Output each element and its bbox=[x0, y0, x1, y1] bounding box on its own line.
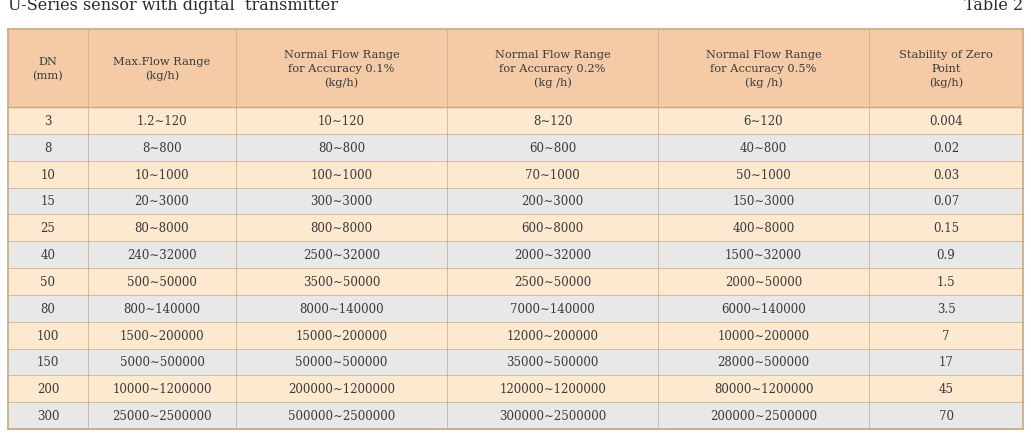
Text: 1.2∼120: 1.2∼120 bbox=[137, 115, 188, 128]
Bar bbox=[8, 268, 1023, 295]
Text: 300000∼2500000: 300000∼2500000 bbox=[499, 409, 606, 422]
Text: 300: 300 bbox=[37, 409, 59, 422]
Text: 3500∼50000: 3500∼50000 bbox=[303, 275, 380, 288]
Text: 6000∼140000: 6000∼140000 bbox=[721, 302, 806, 315]
Bar bbox=[8, 30, 1023, 108]
Text: 50000∼500000: 50000∼500000 bbox=[296, 355, 388, 368]
Text: 5000∼500000: 5000∼500000 bbox=[120, 355, 204, 368]
Text: 15000∼200000: 15000∼200000 bbox=[296, 329, 388, 342]
Bar bbox=[8, 402, 1023, 429]
Text: 70: 70 bbox=[938, 409, 954, 422]
Text: Normal Flow Range
for Accuracy 0.2%
(kg /h): Normal Flow Range for Accuracy 0.2% (kg … bbox=[495, 50, 610, 88]
Text: 120000∼1200000: 120000∼1200000 bbox=[499, 382, 606, 395]
Text: 3: 3 bbox=[44, 115, 52, 128]
Text: 70∼1000: 70∼1000 bbox=[525, 168, 580, 181]
Text: U-Series sensor with digital  transmitter: U-Series sensor with digital transmitter bbox=[8, 0, 338, 13]
Text: 6∼120: 6∼120 bbox=[743, 115, 784, 128]
Text: 240∼32000: 240∼32000 bbox=[127, 249, 197, 261]
Text: 2500∼50000: 2500∼50000 bbox=[513, 275, 591, 288]
Bar bbox=[8, 215, 1023, 242]
Text: 200000∼2500000: 200000∼2500000 bbox=[710, 409, 818, 422]
Text: 200: 200 bbox=[37, 382, 59, 395]
Text: 150∼3000: 150∼3000 bbox=[732, 195, 795, 208]
Text: Normal Flow Range
for Accuracy 0.1%
(kg/h): Normal Flow Range for Accuracy 0.1% (kg/… bbox=[284, 50, 399, 88]
Bar bbox=[8, 242, 1023, 268]
Text: 80: 80 bbox=[40, 302, 56, 315]
Text: 10∼1000: 10∼1000 bbox=[135, 168, 190, 181]
Text: 10∼120: 10∼120 bbox=[319, 115, 365, 128]
Text: 40: 40 bbox=[40, 249, 56, 261]
Text: 20∼3000: 20∼3000 bbox=[135, 195, 190, 208]
Bar bbox=[8, 188, 1023, 215]
Text: 25: 25 bbox=[40, 222, 56, 235]
Text: 300∼3000: 300∼3000 bbox=[310, 195, 373, 208]
Bar bbox=[8, 322, 1023, 349]
Text: 35000∼500000: 35000∼500000 bbox=[506, 355, 599, 368]
Text: 2000∼32000: 2000∼32000 bbox=[514, 249, 591, 261]
Text: 10000∼200000: 10000∼200000 bbox=[718, 329, 809, 342]
Text: 500000∼2500000: 500000∼2500000 bbox=[288, 409, 395, 422]
Text: 800∼8000: 800∼8000 bbox=[310, 222, 372, 235]
Text: 3.5: 3.5 bbox=[936, 302, 956, 315]
Text: 400∼8000: 400∼8000 bbox=[732, 222, 795, 235]
Text: 2500∼32000: 2500∼32000 bbox=[303, 249, 380, 261]
Text: 8∼120: 8∼120 bbox=[533, 115, 572, 128]
Bar bbox=[8, 295, 1023, 322]
Text: 600∼8000: 600∼8000 bbox=[522, 222, 584, 235]
Text: 10000∼1200000: 10000∼1200000 bbox=[112, 382, 211, 395]
Text: 0.02: 0.02 bbox=[933, 141, 959, 155]
Text: 15: 15 bbox=[40, 195, 56, 208]
Text: 8000∼140000: 8000∼140000 bbox=[299, 302, 384, 315]
Text: 1500∼32000: 1500∼32000 bbox=[725, 249, 802, 261]
Text: Stability of Zero
Point
(kg/h): Stability of Zero Point (kg/h) bbox=[899, 50, 993, 88]
Bar bbox=[8, 375, 1023, 402]
Text: 1500∼200000: 1500∼200000 bbox=[120, 329, 204, 342]
Text: 800∼140000: 800∼140000 bbox=[124, 302, 200, 315]
Text: Table 2: Table 2 bbox=[964, 0, 1023, 13]
Text: 0.004: 0.004 bbox=[929, 115, 963, 128]
Text: 500∼50000: 500∼50000 bbox=[127, 275, 197, 288]
Text: 80∼8000: 80∼8000 bbox=[135, 222, 190, 235]
Text: 200∼3000: 200∼3000 bbox=[522, 195, 584, 208]
Text: 0.15: 0.15 bbox=[933, 222, 959, 235]
Text: 50: 50 bbox=[40, 275, 56, 288]
Text: 100: 100 bbox=[37, 329, 59, 342]
Text: 0.07: 0.07 bbox=[933, 195, 959, 208]
Bar bbox=[8, 161, 1023, 188]
Text: 60∼800: 60∼800 bbox=[529, 141, 576, 155]
Text: 80000∼1200000: 80000∼1200000 bbox=[713, 382, 813, 395]
Text: 45: 45 bbox=[938, 382, 954, 395]
Text: 80∼800: 80∼800 bbox=[318, 141, 365, 155]
Text: 7000∼140000: 7000∼140000 bbox=[510, 302, 595, 315]
Bar bbox=[8, 135, 1023, 161]
Text: 8: 8 bbox=[44, 141, 52, 155]
Text: 150: 150 bbox=[37, 355, 59, 368]
Text: 50∼1000: 50∼1000 bbox=[736, 168, 791, 181]
Text: DN
(mm): DN (mm) bbox=[33, 57, 63, 81]
Text: 100∼1000: 100∼1000 bbox=[310, 168, 372, 181]
Bar bbox=[8, 349, 1023, 375]
Text: 0.03: 0.03 bbox=[933, 168, 959, 181]
Text: 1.5: 1.5 bbox=[937, 275, 956, 288]
Text: 7: 7 bbox=[942, 329, 950, 342]
Text: 2000∼50000: 2000∼50000 bbox=[725, 275, 802, 288]
Text: 12000∼200000: 12000∼200000 bbox=[506, 329, 599, 342]
Text: 0.9: 0.9 bbox=[936, 249, 956, 261]
Text: 17: 17 bbox=[938, 355, 954, 368]
Text: Max.Flow Range
(kg/h): Max.Flow Range (kg/h) bbox=[113, 57, 210, 81]
Bar bbox=[8, 108, 1023, 135]
Text: 10: 10 bbox=[40, 168, 56, 181]
Text: 40∼800: 40∼800 bbox=[740, 141, 788, 155]
Text: 8∼800: 8∼800 bbox=[142, 141, 181, 155]
Text: 28000∼500000: 28000∼500000 bbox=[718, 355, 809, 368]
Text: 25000∼2500000: 25000∼2500000 bbox=[112, 409, 211, 422]
Text: Normal Flow Range
for Accuracy 0.5%
(kg /h): Normal Flow Range for Accuracy 0.5% (kg … bbox=[705, 50, 822, 88]
Text: 200000∼1200000: 200000∼1200000 bbox=[288, 382, 395, 395]
